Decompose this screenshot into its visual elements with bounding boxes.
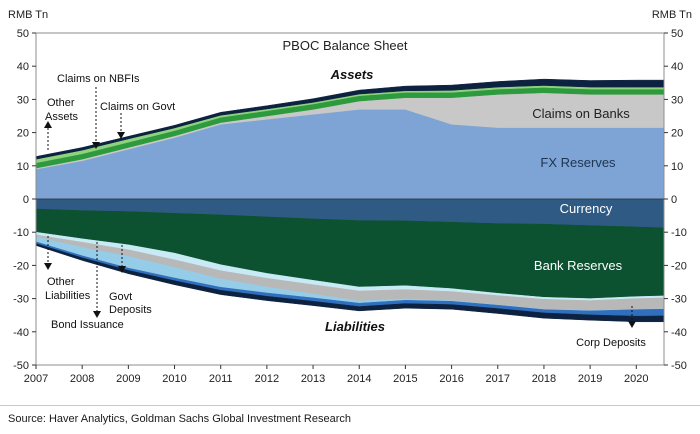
x-tick-label: 2008 xyxy=(70,373,94,385)
footer-divider xyxy=(0,405,700,406)
x-tick-label: 2010 xyxy=(162,373,186,385)
label-bank-reserves: Bank Reserves xyxy=(534,258,623,273)
x-tick-label: 2020 xyxy=(624,373,648,385)
source-note: Source: Haver Analytics, Goldman Sachs G… xyxy=(8,413,351,425)
y-tick-label-left: 20 xyxy=(17,128,29,140)
y-tick-label-right: -20 xyxy=(671,260,687,272)
arrowhead-claims-on-nbfis xyxy=(92,142,100,149)
liabilities-heading: Liabilities xyxy=(325,319,385,334)
y-tick-label-right: -40 xyxy=(671,327,687,339)
y-tick-label-right: 10 xyxy=(671,161,683,173)
arrowhead-other-liabilities xyxy=(44,263,52,270)
y-tick-label-right: -50 xyxy=(671,360,687,372)
y-tick-label-left: 50 xyxy=(17,28,29,40)
x-tick-label: 2014 xyxy=(347,373,371,385)
label-claims-on-nbfis: Claims on NBFIs xyxy=(57,73,140,85)
y-tick-label-right: 0 xyxy=(671,194,677,206)
right-axis-unit: RMB Tn xyxy=(652,9,692,21)
label-currency: Currency xyxy=(560,201,613,216)
label-fx-reserves: FX Reserves xyxy=(540,155,616,170)
x-tick-label: 2009 xyxy=(116,373,140,385)
label-corp-deposits: Corp Deposits xyxy=(576,337,646,349)
label-claims-on-govt: Claims on Govt xyxy=(100,101,175,113)
y-tick-label-right: 30 xyxy=(671,94,683,106)
x-tick-label: 2017 xyxy=(486,373,510,385)
y-tick-label-left: 0 xyxy=(23,194,29,206)
x-tick-label: 2016 xyxy=(439,373,463,385)
y-tick-label-right: -10 xyxy=(671,227,687,239)
y-tick-label-right: 50 xyxy=(671,28,683,40)
y-tick-label-right: 20 xyxy=(671,128,683,140)
label-govt-deposits-1: Govt xyxy=(109,291,132,303)
y-tick-label-left: -40 xyxy=(13,327,29,339)
y-tick-label-left: -20 xyxy=(13,260,29,272)
label-other-liabilities-1: Other xyxy=(47,276,75,288)
label-govt-deposits-2: Deposits xyxy=(109,304,152,316)
y-tick-label-left: 40 xyxy=(17,61,29,73)
y-tick-label-left: -50 xyxy=(13,360,29,372)
arrowhead-other-assets xyxy=(44,121,52,128)
y-tick-label-left: -10 xyxy=(13,227,29,239)
x-tick-label: 2013 xyxy=(301,373,325,385)
arrowhead-govt-deposits xyxy=(118,266,126,273)
x-tick-label: 2012 xyxy=(255,373,279,385)
x-tick-label: 2015 xyxy=(393,373,417,385)
arrowhead-corp-deposits xyxy=(628,321,636,328)
y-tick-label-left: 10 xyxy=(17,161,29,173)
label-claims-on-banks: Claims on Banks xyxy=(532,106,630,121)
label-other-liabilities-2: Liabilities xyxy=(45,290,91,302)
arrowhead-bond-issuance xyxy=(93,311,101,318)
y-tick-label-right: 40 xyxy=(671,61,683,73)
left-axis-unit: RMB Tn xyxy=(8,9,48,21)
y-tick-label-left: 30 xyxy=(17,94,29,106)
annotation-arrows xyxy=(44,87,636,328)
chart-title: PBOC Balance Sheet xyxy=(282,38,407,53)
y-tick-label-right: -30 xyxy=(671,294,687,306)
label-bond-issuance: Bond Issuance xyxy=(51,319,124,331)
x-tick-label: 2011 xyxy=(209,373,233,385)
label-other-assets-2: Assets xyxy=(45,111,79,123)
label-other-assets-1: Other xyxy=(47,97,75,109)
assets-heading: Assets xyxy=(330,67,374,82)
x-tick-label: 2019 xyxy=(578,373,602,385)
y-tick-label-left: -30 xyxy=(13,294,29,306)
x-tick-label: 2007 xyxy=(24,373,48,385)
x-tick-label: 2018 xyxy=(532,373,556,385)
arrowhead-claims-on-govt xyxy=(117,132,125,139)
